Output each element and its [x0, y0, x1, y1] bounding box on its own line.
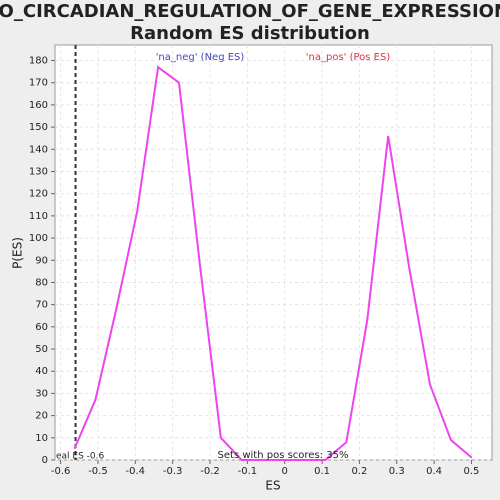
- x-tick-label: 0: [282, 466, 288, 477]
- es-line: [73, 65, 473, 461]
- y-tick-label: 100: [29, 233, 48, 244]
- x-tick-label: 0.1: [314, 466, 330, 477]
- x-tick-label: -0.4: [126, 466, 146, 477]
- y-tick-label: 70: [35, 300, 48, 311]
- x-tick-label: 0.3: [389, 466, 405, 477]
- y-tick-label: 40: [35, 366, 48, 377]
- y-tick-label: 130: [29, 166, 48, 177]
- chart-subtitle: Random ES distribution: [130, 23, 370, 44]
- real-es-label: eal ES -0.6: [56, 452, 105, 462]
- y-axis-label: P(ES): [11, 237, 25, 269]
- x-tick-label: -0.1: [238, 466, 258, 477]
- y-tick-label: 20: [35, 411, 48, 422]
- pos-annotation: 'na_pos' (Pos ES): [306, 52, 391, 63]
- x-tick-label: -0.5: [88, 466, 108, 477]
- x-axis-label: ES: [265, 479, 280, 493]
- pos-scores-annotation: Sets with pos scores: 35%: [218, 450, 349, 461]
- y-tick-label: 160: [29, 100, 48, 111]
- y-tick-label: 150: [29, 122, 48, 133]
- plot-area: [54, 44, 493, 461]
- x-tick-label: 0.2: [351, 466, 367, 477]
- chart-title: GO_CIRCADIAN_REGULATION_OF_GENE_EXPRESSI…: [0, 1, 500, 22]
- y-tick-label: 30: [35, 388, 48, 399]
- y-tick-label: 0: [42, 455, 48, 466]
- x-tick-label: -0.2: [200, 466, 220, 477]
- y-tick-label: 170: [29, 78, 48, 89]
- y-tick-label: 60: [35, 322, 48, 333]
- x-tick-label: -0.3: [163, 466, 183, 477]
- y-tick-label: 140: [29, 144, 48, 155]
- y-tick-label: 50: [35, 344, 48, 355]
- y-tick-label: 10: [35, 433, 48, 444]
- neg-annotation: 'na_neg' (Neg ES): [156, 52, 245, 63]
- x-tick-label: -0.6: [51, 466, 71, 477]
- x-tick-label: 0.5: [464, 466, 480, 477]
- x-tick-label: 0.4: [426, 466, 442, 477]
- y-tick-label: 90: [35, 255, 48, 266]
- y-tick-label: 80: [35, 277, 48, 288]
- y-tick-label: 180: [29, 56, 48, 67]
- y-tick-label: 110: [29, 211, 48, 222]
- y-tick-label: 120: [29, 189, 48, 200]
